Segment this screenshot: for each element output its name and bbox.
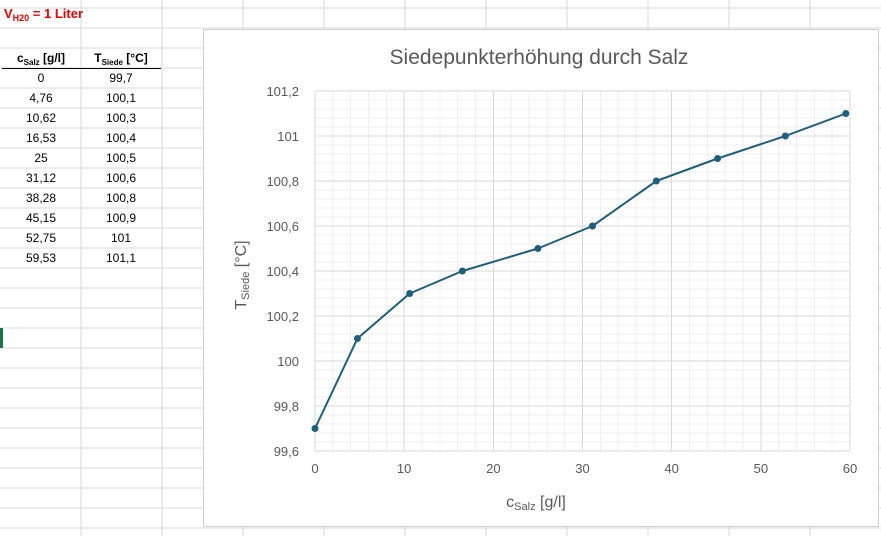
x-tick-label: 50 [754, 461, 768, 476]
data-point-marker[interactable] [842, 110, 850, 117]
y-axis-title: TSiede [°C] [233, 240, 252, 309]
header-bottom-border [2, 68, 161, 69]
data-point-marker[interactable] [458, 267, 466, 275]
cell-concentration[interactable]: 25 [34, 151, 48, 165]
cell-concentration[interactable]: 10,62 [25, 111, 57, 125]
y-tick-label: 100,4 [266, 264, 299, 279]
cell-concentration[interactable]: 4,76 [29, 91, 53, 105]
cell-boiling-temperature[interactable]: 100,8 [105, 191, 137, 205]
x-tick-label: 30 [575, 461, 589, 476]
cell-boiling-temperature[interactable]: 100,4 [105, 131, 137, 145]
series-line-segment [717, 135, 786, 160]
data-point-marker[interactable] [652, 177, 660, 185]
boiling-point-chart: Siedepunkterhöhung durch Salz 0 10 20 30 40 5… [233, 46, 857, 513]
cell-boiling-temperature[interactable]: 101,1 [105, 251, 137, 265]
y-tick-label: 101,2 [266, 84, 299, 99]
cell-concentration[interactable]: 31,12 [25, 171, 57, 185]
chart-area[interactable]: Siedepunkterhöhung durch Salz 0 10 20 30 40 5… [203, 29, 879, 527]
cell-boiling-temperature[interactable]: 100,5 [105, 151, 137, 165]
cell-boiling-temperature[interactable]: 100,1 [105, 91, 137, 105]
series-line-segment [537, 225, 593, 250]
data-point-marker[interactable] [714, 155, 722, 162]
water-volume-label[interactable]: VH20 = 1 Liter [4, 6, 84, 23]
cell-boiling-temperature[interactable]: 100,3 [105, 111, 137, 125]
cell-boiling-temperature[interactable]: 99,7 [109, 71, 133, 85]
cell-concentration[interactable]: 38,28 [25, 191, 57, 205]
chart-series [311, 110, 850, 432]
y-tick-label: 100,6 [266, 219, 299, 234]
cell-concentration[interactable]: 59,53 [25, 251, 57, 265]
y-tick-label: 99,8 [274, 399, 299, 414]
y-tick-label: 100,8 [266, 174, 299, 189]
x-axis-title: cSalz [g/l] [506, 494, 566, 513]
series-line-segment [314, 338, 359, 429]
cell-concentration[interactable]: 52,75 [25, 231, 57, 245]
cell-boiling-temperature[interactable]: 100,9 [105, 211, 137, 225]
header-boiling-temperature[interactable]: TSiede [°C] [94, 51, 148, 67]
chart-tick-labels: 0 10 20 30 40 50 60 99,6 99,8 100 100,2 100,4 100,6 1… [266, 84, 857, 476]
x-tick-label: 40 [664, 461, 678, 476]
cell-concentration[interactable]: 16,53 [25, 131, 57, 145]
x-tick-label: 0 [311, 461, 318, 476]
data-point-marker[interactable] [781, 132, 789, 140]
y-tick-label: 100 [277, 354, 299, 369]
chart-gridlines [314, 90, 851, 452]
cell-boiling-temperature[interactable]: 100,6 [105, 171, 137, 185]
series-line-segment [785, 112, 847, 137]
series-line-segment [356, 292, 411, 340]
cell-concentration[interactable]: 45,15 [25, 211, 57, 225]
data-point-marker[interactable] [534, 245, 542, 252]
x-tick-label: 60 [843, 461, 857, 476]
series-line-segment [591, 180, 657, 227]
y-tick-label: 99,6 [274, 444, 299, 459]
selected-cell-marker [0, 328, 3, 348]
cell-concentration[interactable]: 0 [37, 71, 45, 85]
chart-title: Siedepunkterhöhung durch Salz [390, 46, 689, 69]
series-line-segment [462, 247, 539, 272]
y-tick-label: 100,2 [266, 309, 299, 324]
series-line-segment [655, 157, 718, 182]
data-point-marker[interactable] [311, 425, 319, 432]
data-point-marker[interactable] [588, 222, 596, 230]
x-tick-label: 20 [486, 461, 500, 476]
series-line-segment [409, 270, 463, 295]
cell-boiling-temperature[interactable]: 101 [110, 231, 132, 245]
y-tick-label: 101 [277, 129, 299, 144]
header-concentration[interactable]: cSalz [g/l] [16, 51, 66, 67]
x-tick-label: 10 [397, 461, 411, 476]
data-point-marker[interactable] [353, 335, 361, 342]
data-point-marker[interactable] [406, 290, 414, 297]
